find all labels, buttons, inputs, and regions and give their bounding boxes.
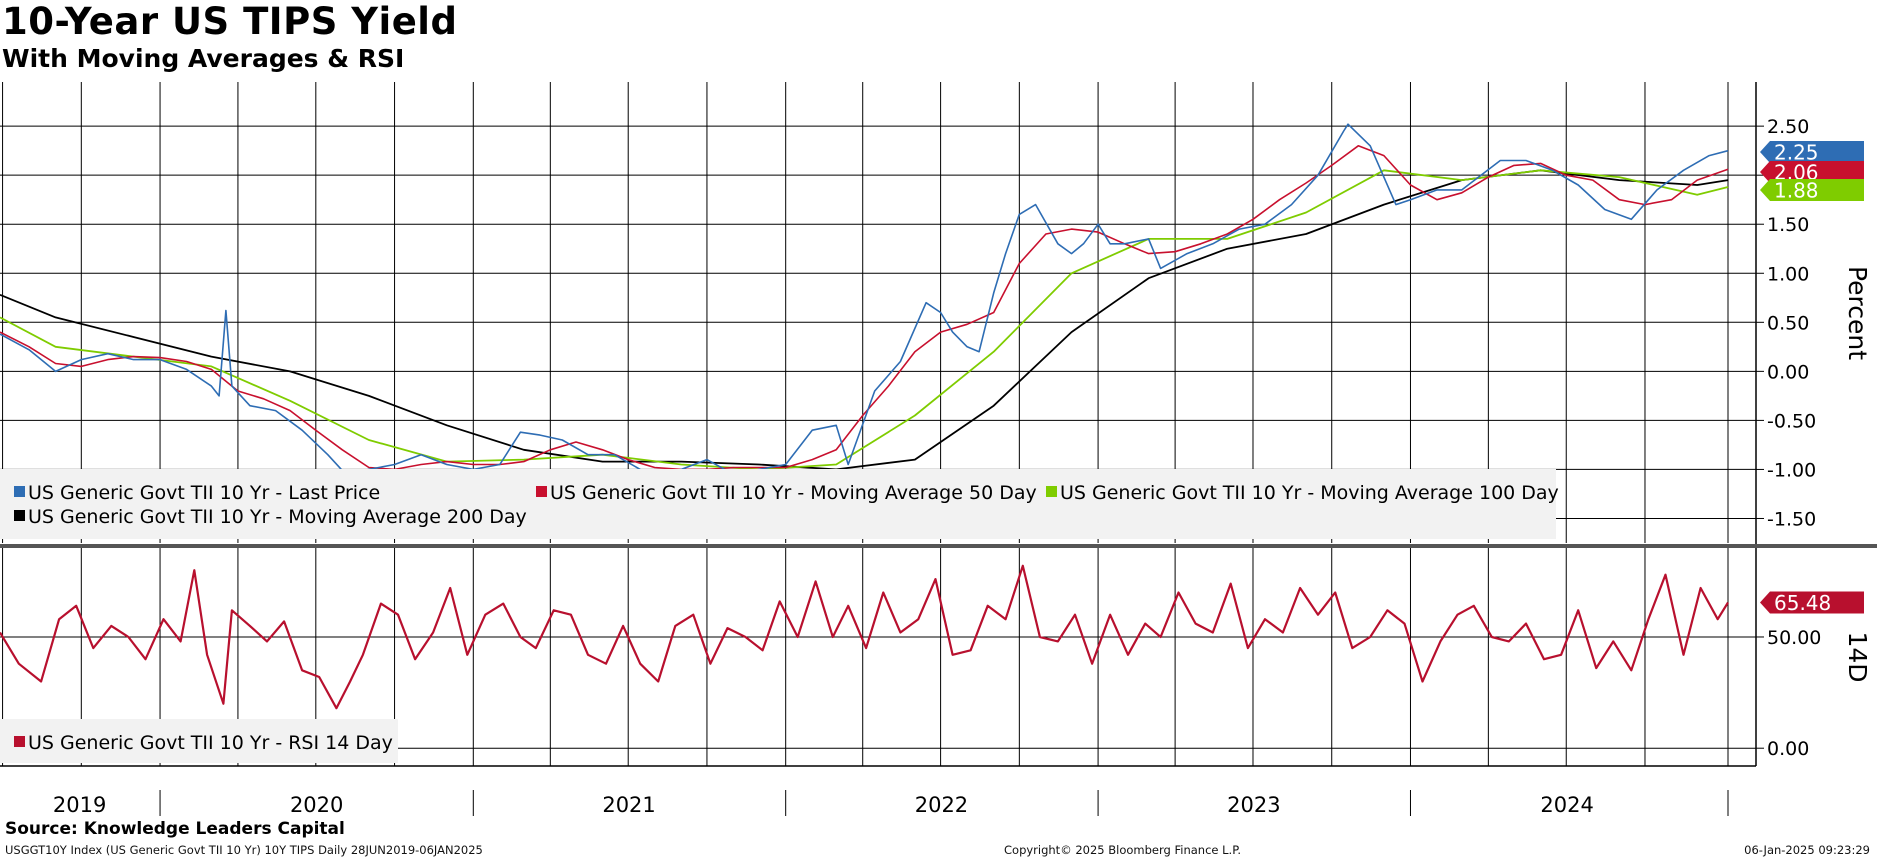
x-tick-label-2019: 2019: [53, 793, 106, 817]
rsi-tag: [1760, 591, 1864, 614]
panel-divider: [0, 544, 1877, 548]
y-axis-title-rsi: 14D: [1843, 631, 1872, 682]
series-line-last-price: [0, 123, 1729, 481]
x-tick-label-2020: 2020: [290, 793, 343, 817]
y-tick-label: -0.50: [1767, 410, 1816, 432]
ma50-tag: [1760, 161, 1864, 183]
rsi-tag-label: 65.48: [1774, 591, 1831, 615]
legend-swatch-ma200: [14, 510, 25, 521]
y-tick-label: 2.50: [1767, 116, 1809, 138]
legend-label-ma100: US Generic Govt TII 10 Yr - Moving Avera…: [1060, 482, 1559, 504]
ticker-line: USGGT10Y Index (US Generic Govt TII 10 Y…: [5, 843, 483, 857]
legend-label-ma200: US Generic Govt TII 10 Yr - Moving Avera…: [28, 506, 527, 528]
legend-swatch-rsi: [14, 736, 25, 747]
legend-rsi-box: [0, 719, 398, 763]
y-tick-label: 0.00: [1767, 361, 1809, 383]
legend-price-box: [0, 469, 1556, 539]
series-line-ma50: [0, 145, 1729, 471]
source-note: Source: Knowledge Leaders Capital: [5, 819, 345, 839]
x-tick-label-2023: 2023: [1227, 793, 1280, 817]
legend-swatch-last-price: [14, 486, 25, 497]
x-tick-label-2021: 2021: [602, 793, 655, 817]
series-line-ma200: [0, 169, 1729, 471]
chart-subtitle: With Moving Averages & RSI: [2, 44, 405, 73]
legend-swatch-ma100: [1046, 486, 1057, 497]
x-tick-label-2022: 2022: [915, 793, 968, 817]
legend-label-rsi: US Generic Govt TII 10 Yr - RSI 14 Day: [28, 732, 393, 754]
last-price-tag: [1760, 141, 1864, 163]
y-tick-label: 1.00: [1767, 263, 1809, 285]
x-tick-label-2024: 2024: [1540, 793, 1593, 817]
y-tick-label: -1.50: [1767, 508, 1816, 530]
ma100-tag: [1760, 179, 1864, 201]
copyright-note: Copyright© 2025 Bloomberg Finance L.P.: [1004, 843, 1241, 857]
legend-label-last-price: US Generic Govt TII 10 Yr - Last Price: [28, 482, 380, 504]
series-line-ma100: [0, 169, 1729, 471]
y-tick-label: 0.50: [1767, 312, 1809, 334]
last-price-tag-label: 2.25: [1774, 141, 1819, 165]
y-tick-label: 1.50: [1767, 214, 1809, 236]
y-axis-title-price: Percent: [1843, 266, 1872, 360]
legend-label-ma50: US Generic Govt TII 10 Yr - Moving Avera…: [550, 482, 1037, 504]
chart-title: 10-Year US TIPS Yield: [2, 0, 458, 43]
timestamp: 06-Jan-2025 09:23:29: [1744, 843, 1870, 857]
y-tick-label: 0.00: [1767, 738, 1809, 760]
y-tick-label: 50.00: [1767, 627, 1821, 649]
series-line-rsi: [0, 564, 1729, 710]
ma100-tag-label: 1.88: [1774, 179, 1819, 203]
y-tick-label: -1.00: [1767, 459, 1816, 481]
legend-swatch-ma50: [536, 486, 547, 497]
